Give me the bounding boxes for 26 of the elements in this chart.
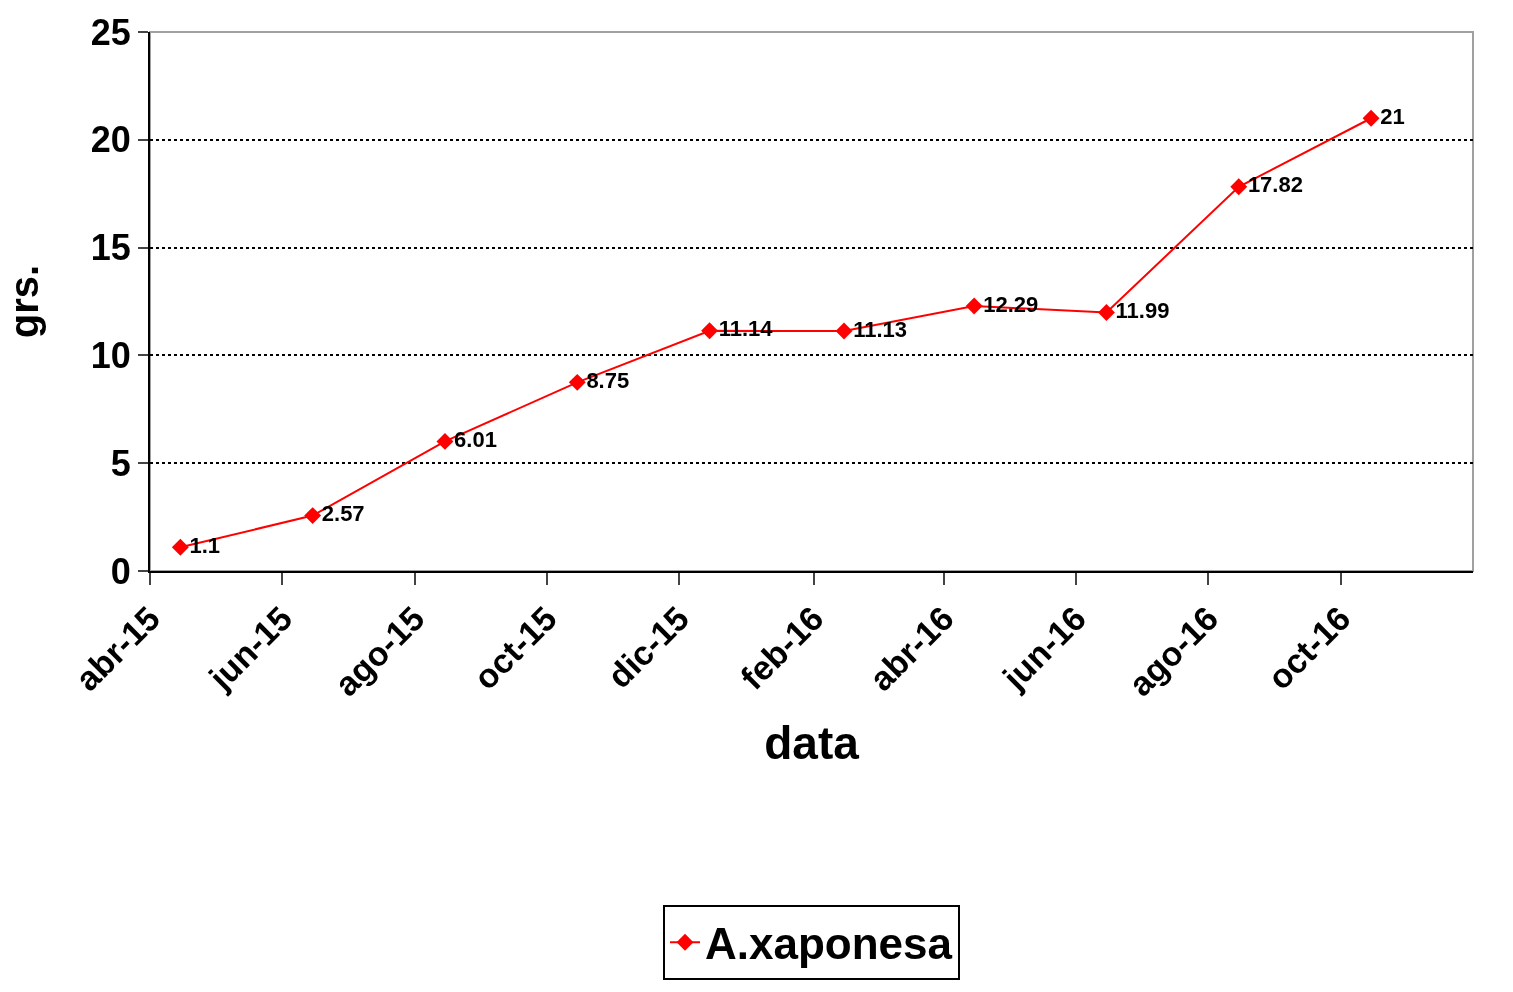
point — [965, 297, 983, 315]
data-label: 11.99 — [1115, 298, 1170, 323]
point — [1230, 178, 1248, 196]
point — [304, 507, 322, 525]
point — [1362, 109, 1380, 127]
y-axis-title: grs. — [1, 264, 46, 339]
y-tick-label: 20 — [90, 119, 131, 161]
data-label: 6.01 — [454, 426, 497, 452]
point — [568, 373, 586, 391]
legend-label: A.xaponesa — [705, 919, 953, 969]
point — [171, 538, 189, 556]
data-label: 11.13 — [853, 316, 907, 342]
data-label: 8.75 — [586, 367, 630, 393]
y-tick-label: 25 — [90, 11, 131, 53]
y-tick-label: 0 — [110, 550, 131, 592]
y-tick-label: 15 — [90, 227, 131, 269]
data-label: 17.82 — [1247, 172, 1303, 198]
point — [701, 322, 719, 340]
data-label: 2.57 — [321, 501, 365, 527]
y-tick-label: 5 — [110, 442, 131, 484]
x-axis-title: data — [764, 717, 860, 770]
point — [1098, 304, 1115, 321]
point — [436, 432, 454, 450]
y-tick-label: 10 — [90, 335, 131, 376]
data-label: 21 — [1380, 103, 1405, 129]
point — [835, 322, 853, 340]
